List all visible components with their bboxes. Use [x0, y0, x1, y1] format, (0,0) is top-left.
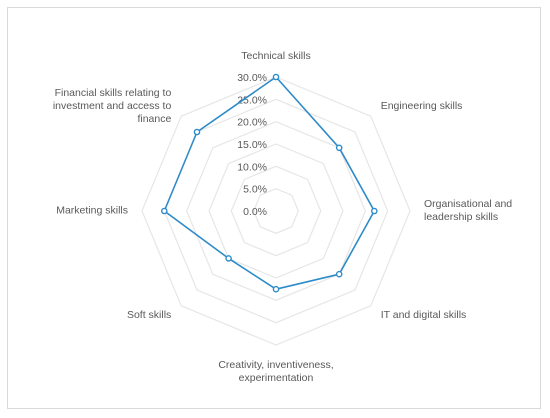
chart-frame: 0.0% 5.0% 10.0% 15.0% 20.0% 25.0% 30.0% Techni…	[7, 7, 541, 409]
category-label: Technical skills	[241, 50, 310, 62]
radar-chart: 0.0% 5.0% 10.0% 15.0% 20.0% 25.0% 30.0% Techni…	[53, 50, 512, 384]
grid-ring	[141, 76, 411, 346]
category-label: Engineering skills	[381, 100, 463, 112]
series-line	[163, 76, 376, 291]
data-point	[335, 270, 343, 278]
data-point	[272, 73, 280, 81]
category-label: Marketing skills	[56, 205, 128, 217]
data-point	[193, 128, 201, 136]
category-label: Financial skills relating to investment a…	[53, 87, 172, 125]
category-label: Soft skills	[127, 309, 171, 321]
data-point	[160, 207, 168, 215]
radial-tick-label: 15.0%	[237, 139, 267, 151]
data-point	[225, 255, 232, 262]
category-labels: Technical skills Engineering skills Organi…	[53, 50, 512, 384]
category-label: IT and digital skills	[381, 309, 467, 321]
data-point	[370, 207, 378, 215]
grid-ring	[230, 165, 322, 257]
radial-axis-ticks: 0.0% 5.0% 10.0% 15.0% 20.0% 25.0% 30.0%	[237, 72, 267, 218]
radial-tick-label: 0.0%	[243, 206, 267, 218]
grid-ring	[208, 143, 344, 279]
grid-ring	[253, 188, 299, 234]
radar-series	[160, 73, 378, 293]
data-point	[272, 285, 280, 293]
data-point	[335, 144, 343, 152]
radar-grid	[141, 76, 411, 346]
radial-tick-label: 20.0%	[237, 117, 267, 129]
radial-tick-label: 10.0%	[237, 161, 267, 173]
category-label: Organisational and leadership skills	[424, 198, 512, 223]
grid-ring	[186, 121, 366, 301]
radial-tick-label: 25.0%	[237, 94, 267, 106]
radial-tick-label: 30.0%	[237, 72, 267, 84]
radial-tick-label: 5.0%	[243, 184, 267, 196]
category-label: Creativity, inventiveness, experimentatio…	[218, 359, 333, 384]
